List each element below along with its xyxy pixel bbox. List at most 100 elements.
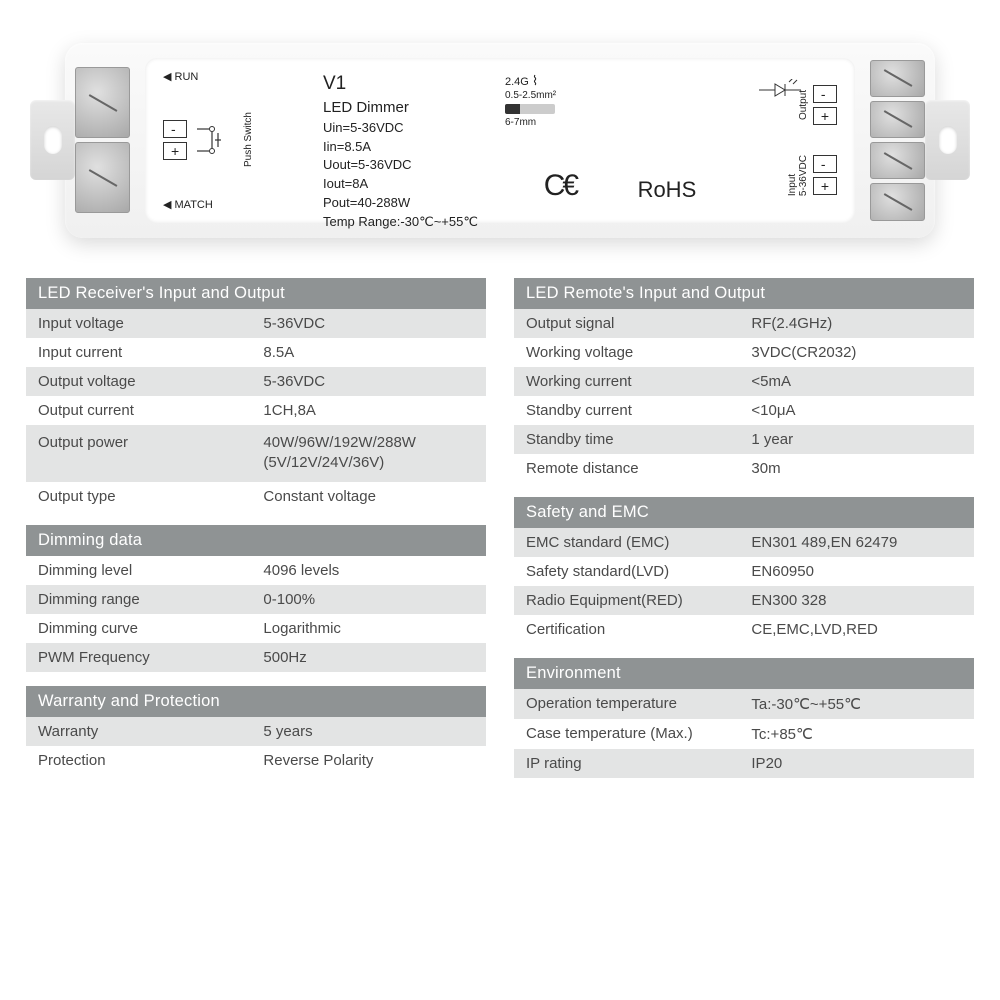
- spec-row: EMC standard (EMC)EN301 489,EN 62479: [514, 528, 974, 557]
- spec-label: Input current: [26, 338, 251, 367]
- spec-label: Output voltage: [26, 367, 251, 396]
- left-column: LED Receiver's Input and OutputInput vol…: [26, 278, 486, 778]
- mount-ear-left: [30, 100, 75, 180]
- run-indicator: ◀ RUN: [163, 70, 323, 83]
- spec-value: Logarithmic: [251, 614, 486, 643]
- spec-value: EN301 489,EN 62479: [739, 528, 974, 557]
- spec-label: Safety standard(LVD): [514, 557, 739, 586]
- minus-terminal-icon: -: [163, 120, 187, 138]
- push-switch-label: Push Switch: [243, 112, 254, 167]
- spec-value: 0-100%: [251, 585, 486, 614]
- screw-icon: [870, 183, 925, 220]
- spec-label: Radio Equipment(RED): [514, 586, 739, 615]
- spec-row: Output signalRF(2.4GHz): [514, 309, 974, 338]
- match-indicator: ◀ MATCH: [163, 198, 323, 211]
- spec-label: Output type: [26, 482, 251, 511]
- spec-label: Standby current: [514, 396, 739, 425]
- spec-row: Output typeConstant voltage: [26, 482, 486, 511]
- spec-value: 5-36VDC: [251, 309, 486, 338]
- spec-row: Dimming level4096 levels: [26, 556, 486, 585]
- spec-value: 4096 levels: [251, 556, 486, 585]
- section-header: LED Receiver's Input and Output: [26, 278, 486, 309]
- device-specs-text: V1 LED Dimmer Uin=5-36VDC Iin=8.5A Uout=…: [323, 70, 513, 211]
- spec-label: Dimming range: [26, 585, 251, 614]
- spec-value: 5 years: [251, 717, 486, 746]
- spec-section: Dimming dataDimming level4096 levelsDimm…: [26, 525, 486, 672]
- spec-row: CertificationCE,EMC,LVD,RED: [514, 615, 974, 644]
- spec-label: Working current: [514, 367, 739, 396]
- spec-label: Input voltage: [26, 309, 251, 338]
- spec-value: <10μA: [739, 396, 974, 425]
- screw-icon: [870, 142, 925, 179]
- spec-row: Output voltage5-36VDC: [26, 367, 486, 396]
- spec-label: Dimming curve: [26, 614, 251, 643]
- spec-section: Safety and EMCEMC standard (EMC)EN301 48…: [514, 497, 974, 644]
- push-switch-icon: [195, 121, 235, 159]
- spec-value: RF(2.4GHz): [739, 309, 974, 338]
- spec-row: Safety standard(LVD)EN60950: [514, 557, 974, 586]
- spec-row: Radio Equipment(RED)EN300 328: [514, 586, 974, 615]
- out-plus-icon: +: [813, 107, 837, 125]
- spec-label: Certification: [514, 615, 739, 644]
- product-image: ◀ RUN - + Push Switch: [0, 0, 1000, 270]
- spec-value: 1CH,8A: [251, 396, 486, 425]
- spec-row: Dimming range0-100%: [26, 585, 486, 614]
- section-header: Dimming data: [26, 525, 486, 556]
- screw-icon: [75, 142, 130, 213]
- spec-row: ProtectionReverse Polarity: [26, 746, 486, 775]
- spec-row: Remote distance30m: [514, 454, 974, 483]
- wire-spec: 2.4G ⌇ 0.5-2.5mm² 6-7mm: [505, 73, 556, 130]
- spec-label: IP rating: [514, 749, 739, 778]
- spec-value: EN300 328: [739, 586, 974, 615]
- spec-value: Reverse Polarity: [251, 746, 486, 775]
- spec-row: Warranty5 years: [26, 717, 486, 746]
- spec-value: CE,EMC,LVD,RED: [739, 615, 974, 644]
- spec-value: 1 year: [739, 425, 974, 454]
- section-header: Warranty and Protection: [26, 686, 486, 717]
- right-column: LED Remote's Input and OutputOutput sign…: [514, 278, 974, 778]
- spec-row: Standby time1 year: [514, 425, 974, 454]
- spec-value: EN60950: [739, 557, 974, 586]
- spec-label: Case temperature (Max.): [514, 719, 739, 749]
- spec-value: <5mA: [739, 367, 974, 396]
- spec-label: Protection: [26, 746, 251, 775]
- section-header: Safety and EMC: [514, 497, 974, 528]
- spec-label: Output current: [26, 396, 251, 425]
- out-minus-icon: -: [813, 85, 837, 103]
- spec-row: Case temperature (Max.)Tc:+85℃: [514, 719, 974, 749]
- right-terminals: [870, 58, 925, 223]
- spec-row: Input current8.5A: [26, 338, 486, 367]
- spec-row: Operation temperatureTa:-30℃~+55℃: [514, 689, 974, 719]
- led-diode-icon: [757, 79, 807, 101]
- in-plus-icon: +: [813, 177, 837, 195]
- specifications: LED Receiver's Input and OutputInput vol…: [0, 270, 1000, 778]
- spec-label: Operation temperature: [514, 689, 739, 719]
- spec-label: Standby time: [514, 425, 739, 454]
- spec-value: 500Hz: [251, 643, 486, 672]
- input-label: Input5-36VDC: [787, 155, 809, 196]
- spec-row: IP ratingIP20: [514, 749, 974, 778]
- spec-section: Warranty and ProtectionWarranty5 yearsPr…: [26, 686, 486, 775]
- spec-section: LED Remote's Input and OutputOutput sign…: [514, 278, 974, 483]
- spec-value: Ta:-30℃~+55℃: [739, 689, 974, 719]
- spec-label: Dimming level: [26, 556, 251, 585]
- section-header: LED Remote's Input and Output: [514, 278, 974, 309]
- spec-value: 30m: [739, 454, 974, 483]
- in-minus-icon: -: [813, 155, 837, 173]
- mount-ear-right: [925, 100, 970, 180]
- spec-row: Input voltage5-36VDC: [26, 309, 486, 338]
- spec-label: Output power: [26, 425, 251, 482]
- spec-value: 5-36VDC: [251, 367, 486, 396]
- spec-value: Constant voltage: [251, 482, 486, 511]
- screw-icon: [870, 60, 925, 97]
- spec-row: Dimming curveLogarithmic: [26, 614, 486, 643]
- spec-section: LED Receiver's Input and OutputInput vol…: [26, 278, 486, 511]
- ce-mark-icon: C€: [544, 169, 576, 203]
- spec-row: Working current<5mA: [514, 367, 974, 396]
- device-body: ◀ RUN - + Push Switch: [65, 43, 935, 238]
- spec-value: 40W/96W/192W/288W (5V/12V/24V/36V): [251, 425, 486, 482]
- spec-label: PWM Frequency: [26, 643, 251, 672]
- spec-section: EnvironmentOperation temperatureTa:-30℃~…: [514, 658, 974, 778]
- spec-row: Output power40W/96W/192W/288W (5V/12V/24…: [26, 425, 486, 482]
- spec-value: Tc:+85℃: [739, 719, 974, 749]
